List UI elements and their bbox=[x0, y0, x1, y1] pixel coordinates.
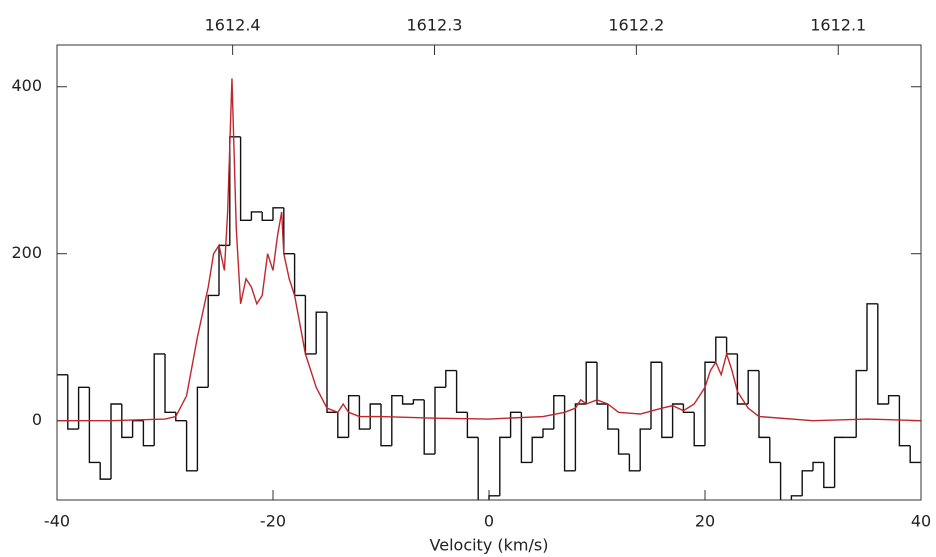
step-bin bbox=[445, 369, 457, 388]
step-bin bbox=[488, 495, 500, 500]
y-tick-label: 400 bbox=[11, 76, 42, 95]
step-bin bbox=[682, 403, 695, 414]
y-tick-label: 200 bbox=[11, 243, 42, 262]
step-bin bbox=[304, 295, 317, 355]
x-axis-label: Velocity (km/s) bbox=[430, 536, 549, 555]
step-bin bbox=[823, 462, 835, 489]
step-bin bbox=[77, 386, 90, 430]
step-bin bbox=[326, 312, 338, 414]
step-bin bbox=[153, 353, 165, 446]
step-bin bbox=[704, 361, 716, 446]
step-bin bbox=[531, 436, 543, 463]
step-bin bbox=[391, 394, 403, 446]
step-bin bbox=[423, 399, 435, 455]
step-bin bbox=[466, 412, 479, 439]
step-bin bbox=[585, 361, 597, 404]
step-bin bbox=[639, 428, 651, 471]
step-bin bbox=[272, 207, 284, 221]
step-bin bbox=[898, 395, 911, 447]
step-bin bbox=[553, 394, 565, 430]
step-bin bbox=[769, 437, 781, 464]
step-bin bbox=[747, 369, 759, 404]
step-bin bbox=[574, 403, 587, 471]
x2-tick-label: 1612.3 bbox=[407, 16, 463, 35]
step-bin bbox=[758, 370, 770, 439]
step-bin bbox=[855, 369, 867, 438]
step-bin bbox=[499, 436, 511, 496]
step-bin bbox=[99, 462, 111, 480]
step-bin bbox=[477, 437, 479, 500]
step-bin bbox=[110, 403, 122, 480]
step-bin bbox=[239, 136, 252, 222]
x-tick-label: 20 bbox=[695, 512, 715, 531]
x2-tick-label: 1612.4 bbox=[205, 16, 261, 35]
step-bin bbox=[434, 386, 446, 455]
step-bin bbox=[131, 419, 144, 438]
step-bin bbox=[833, 436, 846, 488]
x-tick-label: 0 bbox=[484, 512, 494, 531]
step-bin bbox=[877, 303, 889, 405]
step-bin bbox=[88, 387, 101, 464]
step-bin bbox=[628, 454, 641, 472]
step-bin bbox=[412, 399, 425, 404]
step-bin bbox=[358, 395, 371, 430]
step-bin bbox=[250, 211, 263, 221]
step-bin bbox=[661, 362, 673, 439]
step-bin bbox=[121, 403, 133, 439]
step-bin bbox=[67, 374, 79, 430]
step-bin bbox=[196, 386, 209, 471]
step-bin bbox=[542, 428, 554, 438]
step-bin bbox=[596, 362, 608, 405]
step-bin bbox=[347, 394, 360, 438]
step-bin bbox=[779, 462, 782, 500]
step-bin bbox=[185, 420, 198, 472]
step-bin bbox=[736, 353, 749, 405]
step-bin bbox=[401, 395, 414, 405]
step-bin bbox=[909, 445, 921, 464]
step-bin bbox=[261, 211, 273, 222]
plot bbox=[57, 78, 921, 500]
step-bin bbox=[337, 412, 349, 439]
step-bin bbox=[509, 411, 522, 438]
plot-frame bbox=[56, 44, 922, 501]
step-bin bbox=[520, 412, 533, 464]
y-tick-label: 0 bbox=[32, 410, 42, 429]
step-bin bbox=[607, 403, 619, 430]
step-bin bbox=[725, 337, 738, 355]
step-bin bbox=[455, 370, 468, 414]
x2-tick-label: 1612.2 bbox=[608, 16, 664, 35]
step-bin bbox=[369, 403, 381, 430]
x-tick-label: -40 bbox=[44, 512, 70, 531]
step-bin bbox=[283, 207, 295, 255]
step-bin bbox=[801, 470, 813, 496]
step-bin bbox=[715, 336, 727, 363]
line bbox=[57, 78, 921, 422]
step-bin bbox=[790, 495, 803, 500]
step-bin bbox=[380, 403, 392, 447]
step-bin bbox=[617, 429, 630, 455]
step-bin bbox=[866, 303, 878, 371]
step-bin bbox=[563, 395, 576, 472]
step-bin bbox=[164, 353, 176, 414]
step-bin bbox=[887, 394, 900, 404]
step-bin bbox=[315, 311, 327, 354]
x-tick-label: 40 bbox=[911, 512, 931, 531]
step-bin bbox=[142, 420, 155, 447]
step-bin bbox=[693, 412, 705, 447]
x-tick-label: -20 bbox=[260, 512, 286, 531]
x2-tick-label: 1612.1 bbox=[810, 16, 866, 35]
step-bin bbox=[812, 461, 824, 471]
step-bin bbox=[293, 253, 306, 297]
step-bin bbox=[671, 403, 684, 438]
step-bin bbox=[650, 361, 662, 430]
step-bin bbox=[207, 294, 219, 388]
